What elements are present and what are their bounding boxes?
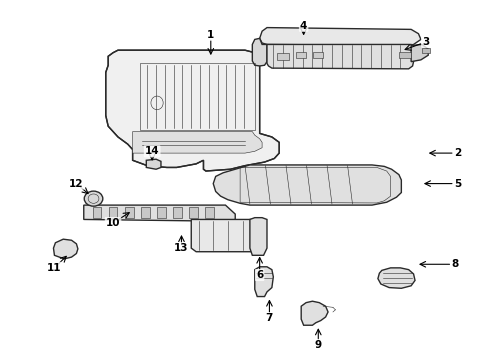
Text: 2: 2: [454, 148, 461, 158]
Polygon shape: [173, 207, 182, 218]
Polygon shape: [147, 159, 161, 169]
Polygon shape: [191, 220, 260, 252]
Text: 6: 6: [256, 270, 263, 280]
Text: 13: 13: [174, 243, 189, 253]
Polygon shape: [260, 28, 421, 45]
Ellipse shape: [84, 191, 103, 206]
Text: 9: 9: [315, 340, 322, 350]
Polygon shape: [314, 52, 323, 58]
Polygon shape: [301, 301, 328, 325]
Polygon shape: [133, 132, 262, 153]
Polygon shape: [125, 207, 134, 218]
Text: 14: 14: [145, 146, 159, 156]
Polygon shape: [296, 51, 306, 58]
Polygon shape: [277, 53, 289, 60]
Polygon shape: [250, 218, 267, 255]
Text: 4: 4: [300, 21, 307, 31]
Text: 11: 11: [47, 263, 62, 273]
Polygon shape: [157, 207, 166, 218]
Polygon shape: [106, 50, 279, 171]
Text: 8: 8: [451, 259, 459, 269]
Polygon shape: [84, 205, 235, 221]
Text: 3: 3: [422, 37, 429, 47]
Polygon shape: [189, 207, 198, 218]
Text: 5: 5: [454, 179, 461, 189]
Polygon shape: [205, 207, 214, 218]
Polygon shape: [267, 44, 414, 69]
Polygon shape: [255, 267, 273, 297]
Text: 12: 12: [69, 179, 84, 189]
Polygon shape: [93, 207, 101, 218]
Text: 10: 10: [106, 218, 121, 228]
Polygon shape: [141, 207, 150, 218]
Polygon shape: [109, 207, 118, 218]
Polygon shape: [213, 165, 401, 205]
Polygon shape: [53, 239, 78, 259]
Polygon shape: [252, 39, 267, 66]
Text: 1: 1: [207, 30, 215, 40]
Polygon shape: [422, 48, 430, 53]
Polygon shape: [411, 44, 428, 62]
Polygon shape: [399, 51, 411, 58]
Text: 7: 7: [266, 313, 273, 323]
Polygon shape: [378, 268, 415, 288]
